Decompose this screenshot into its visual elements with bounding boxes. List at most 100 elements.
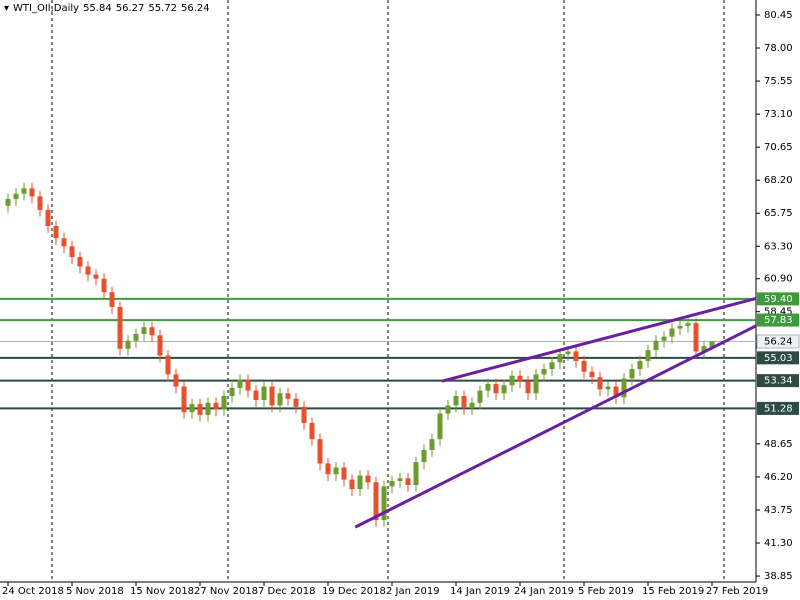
candle-body [125, 340, 131, 349]
y-tick-label: 41.30 [764, 538, 793, 549]
candle-body [109, 292, 115, 307]
y-tick-label: 80.45 [764, 10, 793, 21]
candle-body [101, 278, 107, 293]
level-label-box [757, 351, 799, 365]
candle-body [37, 196, 43, 210]
candle-body [237, 379, 243, 388]
y-tick-label: 75.55 [764, 76, 793, 87]
x-tick-label: 27 Nov 2018 [194, 586, 258, 597]
candle-body [277, 393, 283, 406]
candle-body [525, 381, 531, 394]
candle-body [693, 323, 699, 352]
trendline [354, 324, 756, 529]
candle-body [557, 354, 563, 363]
candle-body [405, 478, 411, 486]
candle-body [645, 350, 651, 361]
menu-arrow[interactable]: ▾ [4, 3, 10, 14]
candle-body [213, 402, 219, 410]
candle-body [165, 355, 171, 375]
candle-body [301, 406, 307, 423]
candle-body [141, 327, 147, 334]
candle-body [437, 413, 443, 440]
candle-body [69, 246, 75, 258]
x-tick-label: 19 Dec 2018 [322, 586, 386, 597]
candle-body [357, 475, 363, 490]
close-value: 56.24 [180, 3, 210, 14]
candle-body [13, 193, 19, 200]
y-tick-label: 78.00 [764, 43, 793, 54]
x-tick-label: 5 Feb 2019 [578, 586, 634, 597]
axes: 80.45 78.00 75.55 73.10 70.65 68.20 65.75 63.30… [2, 10, 800, 597]
candle-body [45, 209, 51, 227]
candle-body [453, 396, 459, 406]
candle-body [517, 375, 523, 382]
x-tick-label: 15 Nov 2018 [130, 586, 194, 597]
y-tick-label: 70.65 [764, 142, 793, 153]
x-tick-label: 14 Jan 2019 [450, 586, 510, 597]
y-tick-label: 73.10 [764, 109, 793, 120]
x-tick-label: 7 Dec 2018 [258, 586, 316, 597]
candle-body [445, 405, 451, 414]
x-tick-label: 24 Jan 2019 [514, 586, 574, 597]
candle-body [157, 335, 163, 356]
candle-body [61, 238, 67, 247]
candle-body [533, 374, 539, 394]
candle-body [325, 463, 331, 475]
candle-body [613, 386, 619, 398]
y-tick-label: 48.65 [764, 439, 793, 450]
candle-body [93, 274, 99, 279]
high-value: 56.27 [115, 3, 145, 14]
candle-body [117, 306, 123, 349]
candle-body [205, 402, 211, 415]
candle-body [133, 333, 139, 341]
x-tick-label: 2 Jan 2019 [386, 586, 440, 597]
candle-body [469, 402, 475, 409]
candle-body [477, 390, 483, 403]
level-label: 59.40 [764, 294, 793, 305]
level-label-box [757, 374, 799, 388]
open-value: 55.84 [83, 3, 112, 14]
level-label: 53.34 [764, 376, 793, 387]
candle-body [253, 390, 259, 401]
candle-body [653, 340, 659, 351]
candle-body [621, 378, 627, 398]
level-label: 51.28 [764, 403, 793, 414]
candle-body [677, 325, 683, 329]
level-label-box [757, 313, 799, 327]
level-label-box [757, 401, 799, 415]
candle-body [365, 475, 371, 483]
candle-body [605, 386, 611, 390]
candle-body [269, 386, 275, 406]
candle-body [573, 351, 579, 361]
candle-body [709, 341, 715, 347]
symbol-title: WTI_OIl,Daily [13, 3, 80, 14]
plot-area [0, 0, 756, 582]
y-tick-label: 43.75 [764, 505, 793, 516]
candle-body [5, 199, 11, 206]
candle-body [21, 188, 27, 194]
candle-body [341, 467, 347, 480]
level-label-box [757, 292, 799, 306]
candle-body [245, 379, 251, 391]
candle-body [701, 346, 707, 352]
candle-body [381, 486, 387, 521]
candle-body [229, 387, 235, 397]
candle-body [53, 226, 59, 239]
candle-body [397, 478, 403, 481]
candle-body [421, 449, 427, 463]
low-value: 55.72 [148, 3, 177, 14]
candle-body [549, 362, 555, 370]
candle-body [461, 396, 467, 409]
trendline [441, 297, 756, 383]
y-tick-label: 38.85 [764, 571, 793, 582]
candle-body [501, 385, 507, 394]
y-tick-label: 46.20 [764, 472, 793, 483]
candle-body [349, 479, 355, 490]
y-tick-label: 68.20 [764, 175, 793, 186]
candle-body [181, 386, 187, 413]
candle-body [317, 439, 323, 464]
candle-body [333, 467, 339, 475]
x-tick-label: 5 Nov 2018 [66, 586, 124, 597]
